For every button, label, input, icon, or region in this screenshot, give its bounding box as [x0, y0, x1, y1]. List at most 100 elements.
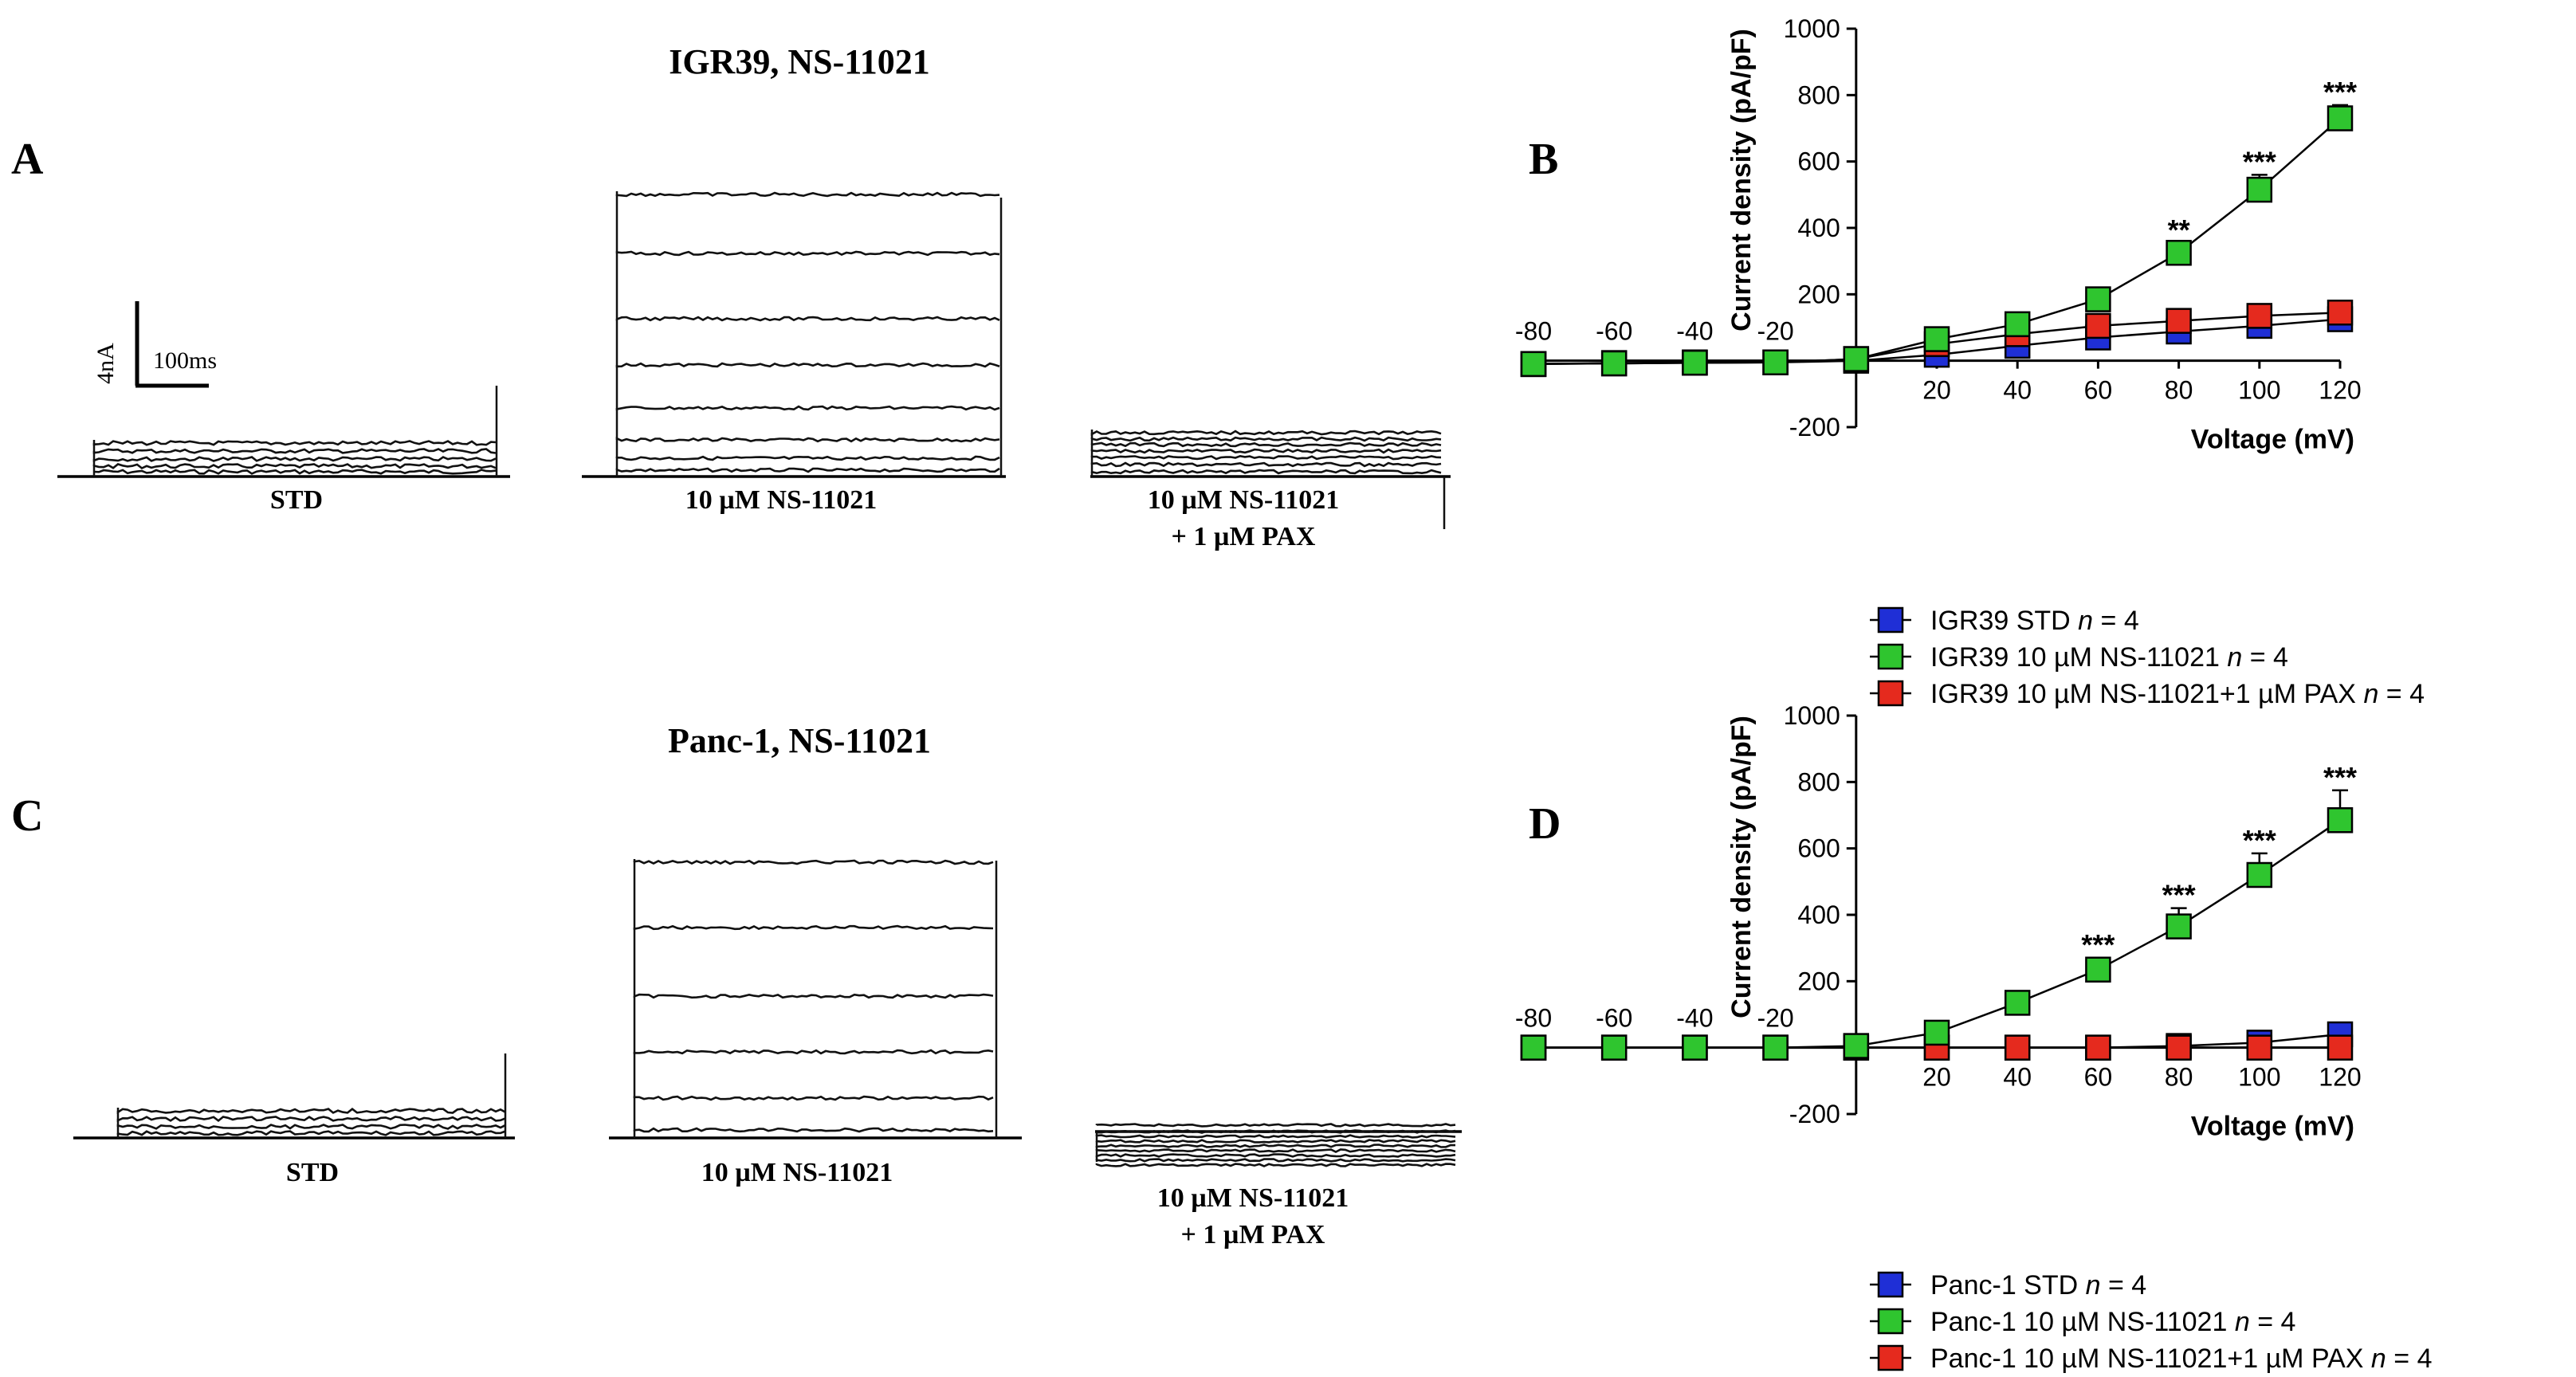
data-point: [2004, 311, 2031, 338]
data-point: [1682, 1034, 1708, 1061]
label-panc1-std: STD: [286, 1158, 339, 1187]
current-sweep: [1090, 448, 1442, 454]
x-tick-label: 20: [1922, 376, 1951, 405]
iv-chart-b: -200 200 400 600 800 1000 -80 -60 -40 -20 20 40 60 80…: [1515, 14, 2425, 709]
data-point: [2004, 990, 2031, 1016]
current-sweep: [1095, 1153, 1456, 1158]
current-sweep: [1095, 1158, 1456, 1163]
label-igr39-ns11021: 10 µM NS-11021: [685, 485, 878, 515]
iv-chart-d: -200 200 400 600 800 1000 -80 -60 -40 -20 20 40 60 80…: [1515, 701, 2433, 1374]
legend-label: Panc-1 10 µM NS-11021 n = 4: [1930, 1307, 2295, 1337]
current-sweep: [1090, 469, 1442, 475]
current-sweep: [615, 437, 1000, 443]
trace-group-panc1-ns11021: [609, 859, 1022, 1140]
x-axis-label: Voltage (mV): [2191, 425, 2354, 455]
x-tick-label: -20: [1757, 1004, 1793, 1033]
current-sweep: [615, 362, 1000, 368]
y-tick-label: 200: [1797, 967, 1840, 995]
data-point: [2166, 913, 2192, 940]
x-tick-label: 60: [2084, 1063, 2113, 1092]
x-tick-label: -60: [1596, 1004, 1632, 1033]
current-sweep: [116, 1124, 506, 1130]
legend-label: IGR39 10 µM NS-11021+1 µM PAX n = 4: [1930, 679, 2425, 709]
data-point: [2327, 105, 2354, 131]
data-point: [2166, 308, 2192, 334]
current-sweep: [116, 1130, 506, 1136]
panel-letter-d: D: [1529, 799, 1561, 849]
x-tick-label: -20: [1757, 317, 1793, 346]
label-panc1-pax-line1: 10 µM NS-11021: [1157, 1183, 1349, 1213]
data-point: [2246, 176, 2273, 203]
current-sweep: [1095, 1129, 1456, 1134]
data-point: [2327, 300, 2354, 326]
y-tick-label: 1000: [1784, 701, 1840, 730]
y-tick-label: 1000: [1784, 14, 1840, 43]
data-point: [2166, 240, 2192, 266]
x-tick-label: 40: [2003, 1063, 2032, 1092]
trace-group-panc1-std: [73, 1053, 515, 1140]
legend-label: Panc-1 STD n = 4: [1930, 1270, 2146, 1300]
current-sweep: [615, 405, 1000, 411]
current-sweep: [615, 316, 1000, 322]
data-point: [2085, 1034, 2111, 1061]
label-panc1-ns11021: 10 µM NS-11021: [701, 1158, 893, 1187]
data-point: [2246, 861, 2273, 889]
data-point: [2327, 1034, 2354, 1061]
current-sweep: [116, 1116, 506, 1123]
current-sweep: [633, 1127, 994, 1133]
current-sweep: [1095, 1139, 1456, 1144]
panel-letter-c: C: [11, 791, 43, 841]
scale-bar-time: 100ms: [153, 347, 217, 374]
y-axis-label: Current density (pA/pF): [1726, 29, 1757, 332]
significance-marker: ***: [2081, 928, 2115, 961]
current-sweep: [615, 250, 1000, 257]
data-point: [1923, 326, 1950, 352]
x-tick-label: 100: [2238, 1063, 2280, 1092]
current-sweep: [1090, 461, 1442, 468]
current-sweep: [92, 440, 497, 446]
data-point: [1520, 1034, 1547, 1061]
y-tick-label: 400: [1797, 214, 1840, 242]
x-tick-label: 120: [2319, 1063, 2361, 1092]
x-tick-label: -60: [1596, 317, 1632, 346]
current-sweep: [1095, 1134, 1456, 1139]
current-sweep: [92, 448, 497, 454]
current-sweep: [93, 469, 497, 475]
x-tick-label: 80: [2165, 1063, 2193, 1092]
x-tick-label: -40: [1676, 1004, 1713, 1033]
legend-swatch: [1877, 680, 1904, 707]
label-igr39-pax-line1: 10 µM NS-11021: [1148, 485, 1340, 515]
x-tick-label: -80: [1515, 317, 1552, 346]
data-point: [1923, 1019, 1950, 1046]
current-sweep: [633, 924, 994, 931]
current-sweep: [1095, 1144, 1456, 1148]
y-tick-label: 400: [1797, 900, 1840, 929]
data-point: [2085, 956, 2111, 983]
trace-group-igr39-ns11021: [582, 191, 1006, 478]
data-point: [1600, 1034, 1628, 1061]
current-sweep: [1095, 1123, 1456, 1128]
traces-top-title: IGR39, NS-11021: [669, 42, 930, 81]
data-point: [1520, 351, 1547, 378]
trace-group-panc1-pax: [1095, 1123, 1462, 1167]
x-tick-label: -80: [1515, 1004, 1552, 1033]
legend-swatch: [1877, 1271, 1904, 1298]
data-point: [2327, 807, 2354, 834]
data-point: [1843, 1033, 1870, 1059]
legend-swatch: [1877, 1308, 1904, 1335]
y-axis-label: Current density (pA/pF): [1726, 716, 1757, 1018]
panel-letter-a: A: [11, 135, 44, 184]
label-igr39-pax-line2: + 1 µM PAX: [1172, 522, 1316, 551]
x-tick-label: 20: [1922, 1063, 1951, 1092]
x-tick-label: 80: [2165, 376, 2193, 405]
x-tick-label: 60: [2084, 376, 2113, 405]
data-point: [2004, 1034, 2031, 1061]
current-sweep: [1090, 430, 1442, 436]
significance-marker: ***: [2323, 76, 2357, 108]
current-sweep: [1090, 436, 1442, 442]
data-point: [2246, 1034, 2273, 1061]
current-sweep: [1095, 1148, 1456, 1153]
data-point: [1682, 349, 1708, 376]
x-tick-label: 100: [2238, 376, 2280, 405]
